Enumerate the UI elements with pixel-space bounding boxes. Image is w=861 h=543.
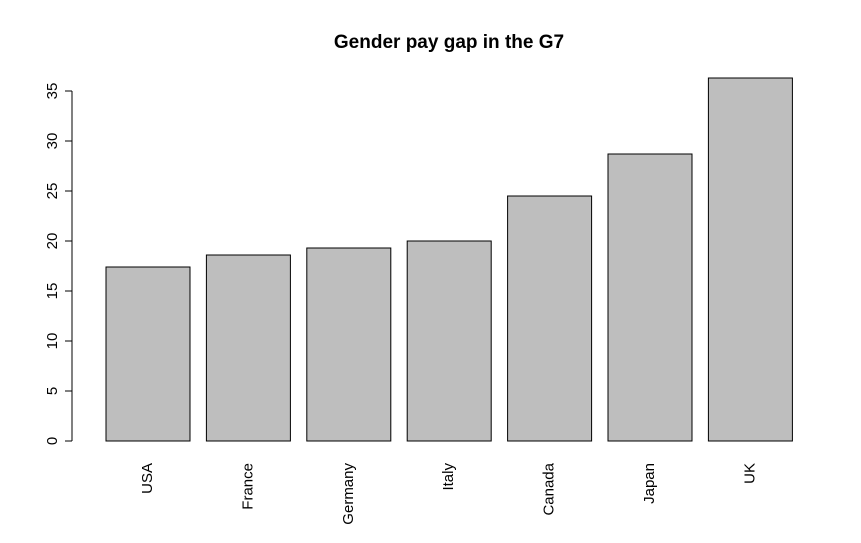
chart-title: Gender pay gap in the G7 [334,32,564,53]
y-tick-label: 20 [44,233,61,250]
y-tick-label: 0 [44,437,61,445]
bar-usa [105,266,191,442]
x-tick-label-canada: Canada [541,462,558,515]
x-tick-label-usa: USA [139,463,156,494]
y-tick-label: 35 [44,83,61,100]
x-tick-label-germany: Germany [340,463,357,525]
x-axis-labels: USA France Germany Italy Canada Japan UK [139,462,758,524]
y-tick-label: 5 [44,387,61,395]
bar-germany [306,247,392,442]
x-tick-label-japan: Japan [641,463,658,504]
x-tick-label-uk: UK [741,463,758,484]
bar-japan [607,153,693,442]
bar-italy [406,240,492,442]
bars [105,77,793,442]
bar-canada [507,195,593,442]
x-tick-label-italy: Italy [440,463,457,491]
y-axis: 0 5 10 15 20 25 30 35 [44,83,73,445]
x-tick-label-france: France [239,463,256,510]
y-tick-label: 25 [44,183,61,200]
bar-france [205,254,291,442]
y-tick-label: 10 [44,333,61,350]
y-tick-label: 30 [44,133,61,150]
y-tick-label: 15 [44,283,61,300]
bar-uk [707,77,793,442]
